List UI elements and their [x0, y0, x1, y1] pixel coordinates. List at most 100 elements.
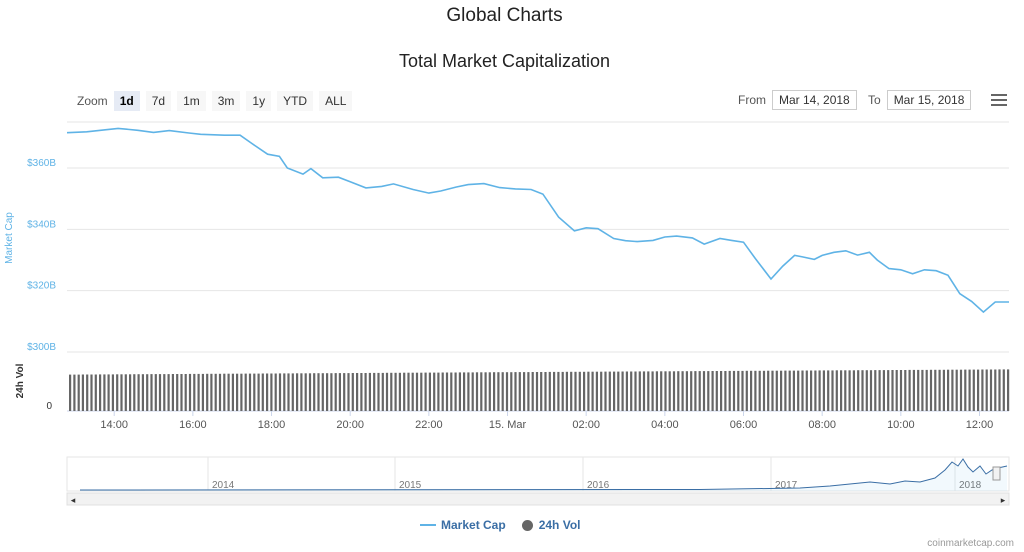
volume-bar	[283, 373, 286, 411]
volume-bar	[493, 372, 496, 411]
x-tick-label: 08:00	[808, 419, 836, 431]
volume-bar	[908, 369, 911, 411]
volume-bar	[505, 372, 509, 411]
volume-bar	[424, 372, 427, 411]
volume-bar	[356, 373, 359, 411]
volume-bar	[810, 370, 813, 411]
zoom-label: Zoom	[77, 94, 108, 108]
volume-bar	[223, 373, 226, 411]
volume-bar	[835, 370, 838, 411]
volume-bar	[544, 372, 547, 411]
volume-bar	[899, 370, 903, 411]
volume-bar	[535, 372, 539, 411]
zoom-1d-button[interactable]: 1d	[113, 91, 140, 111]
volume-bar	[420, 372, 423, 411]
volume-bar	[651, 371, 654, 411]
volume-bar	[266, 373, 269, 411]
volume-bar	[775, 370, 778, 411]
credit-link[interactable]: coinmarketcap.com	[927, 538, 1014, 549]
zoom-1y-button[interactable]: 1y	[246, 91, 272, 111]
volume-bar	[77, 374, 80, 411]
hamburger-menu-icon[interactable]	[991, 94, 1007, 108]
volume-tick-label: 0	[46, 401, 52, 412]
navigator-year-label: 2014	[212, 480, 235, 491]
volume-bar	[827, 370, 830, 411]
volume-bar	[797, 370, 800, 411]
volume-bar	[707, 371, 710, 411]
volume-bar	[780, 370, 783, 411]
volume-bar	[822, 370, 825, 411]
dot-swatch-icon	[521, 519, 533, 531]
volume-bar	[557, 371, 560, 411]
from-label: From	[738, 93, 766, 107]
volume-bar	[141, 374, 144, 411]
volume-bar	[754, 370, 757, 411]
volume-bar	[647, 371, 650, 411]
volume-bar	[994, 369, 997, 411]
volume-bar	[480, 372, 483, 411]
volume-bar	[865, 370, 868, 411]
volume-bar	[634, 371, 637, 411]
y-axis-title: Market Cap	[4, 212, 15, 264]
y-tick-label: $320B	[27, 281, 56, 292]
volume-bar	[694, 371, 697, 411]
volume-bar	[351, 373, 354, 411]
navigator-series	[79, 458, 1008, 491]
volume-bar	[484, 372, 487, 411]
navigator-year-label: 2016	[587, 480, 610, 491]
zoom-ytd-button[interactable]: YTD	[277, 91, 314, 111]
legend-market-cap-label: Market Cap	[441, 518, 506, 532]
zoom-3m-button[interactable]: 3m	[211, 91, 241, 111]
volume-bar	[617, 371, 620, 411]
volume-bar	[304, 373, 307, 411]
volume-bar	[801, 370, 804, 411]
volume-bar	[989, 369, 993, 411]
volume-bar	[257, 373, 260, 411]
volume-bar	[377, 372, 380, 411]
volume-bar	[878, 370, 881, 411]
volume-bar	[390, 372, 393, 411]
volume-bar	[317, 373, 320, 411]
volume-bar	[253, 373, 256, 411]
volume-bar	[741, 370, 744, 411]
x-tick-label: 20:00	[336, 419, 364, 431]
volume-bar	[595, 371, 598, 411]
to-date-input[interactable]: Mar 15, 2018	[886, 90, 972, 110]
volume-bar	[715, 371, 718, 411]
volume-bar	[188, 373, 192, 411]
navigator-panel	[66, 456, 1010, 492]
volume-bar	[642, 371, 646, 411]
legend-market-cap[interactable]: Market Cap	[420, 518, 506, 532]
volume-bar	[475, 372, 479, 411]
volume-axis-title: 24h Vol	[15, 363, 26, 398]
volume-bar	[518, 372, 521, 411]
volume-bar	[857, 370, 860, 411]
volume-bar	[844, 370, 847, 411]
navigator-year-label: 2015	[399, 480, 422, 491]
from-date-input[interactable]: Mar 14, 2018	[772, 90, 857, 110]
scrollbar-track	[66, 492, 1010, 506]
legend-24h-vol[interactable]: 24h Vol	[521, 518, 580, 532]
volume-bar	[146, 374, 149, 411]
volume-bar	[116, 374, 119, 411]
zoom-7d-button[interactable]: 7d	[145, 91, 172, 111]
volume-bar	[343, 373, 346, 411]
zoom-all-button[interactable]: ALL	[319, 91, 353, 111]
volume-bar	[685, 371, 688, 411]
volume-bar	[441, 372, 444, 411]
navigator-year-label: 2018	[959, 480, 982, 491]
to-label: To	[868, 93, 881, 107]
x-tick-label: 10:00	[887, 419, 915, 431]
volume-bar	[720, 371, 723, 411]
volume-bar	[553, 371, 556, 411]
volume-bar	[407, 372, 410, 411]
volume-bar	[330, 373, 333, 411]
navigator-handle	[992, 466, 1001, 481]
zoom-1m-button[interactable]: 1m	[177, 91, 206, 111]
volume-bar	[737, 370, 740, 411]
volume-bar	[698, 371, 701, 411]
volume-bar	[240, 373, 243, 411]
y-tick-label: $300B	[27, 342, 56, 353]
volume-bar	[124, 374, 127, 411]
volume-bar	[540, 372, 543, 411]
